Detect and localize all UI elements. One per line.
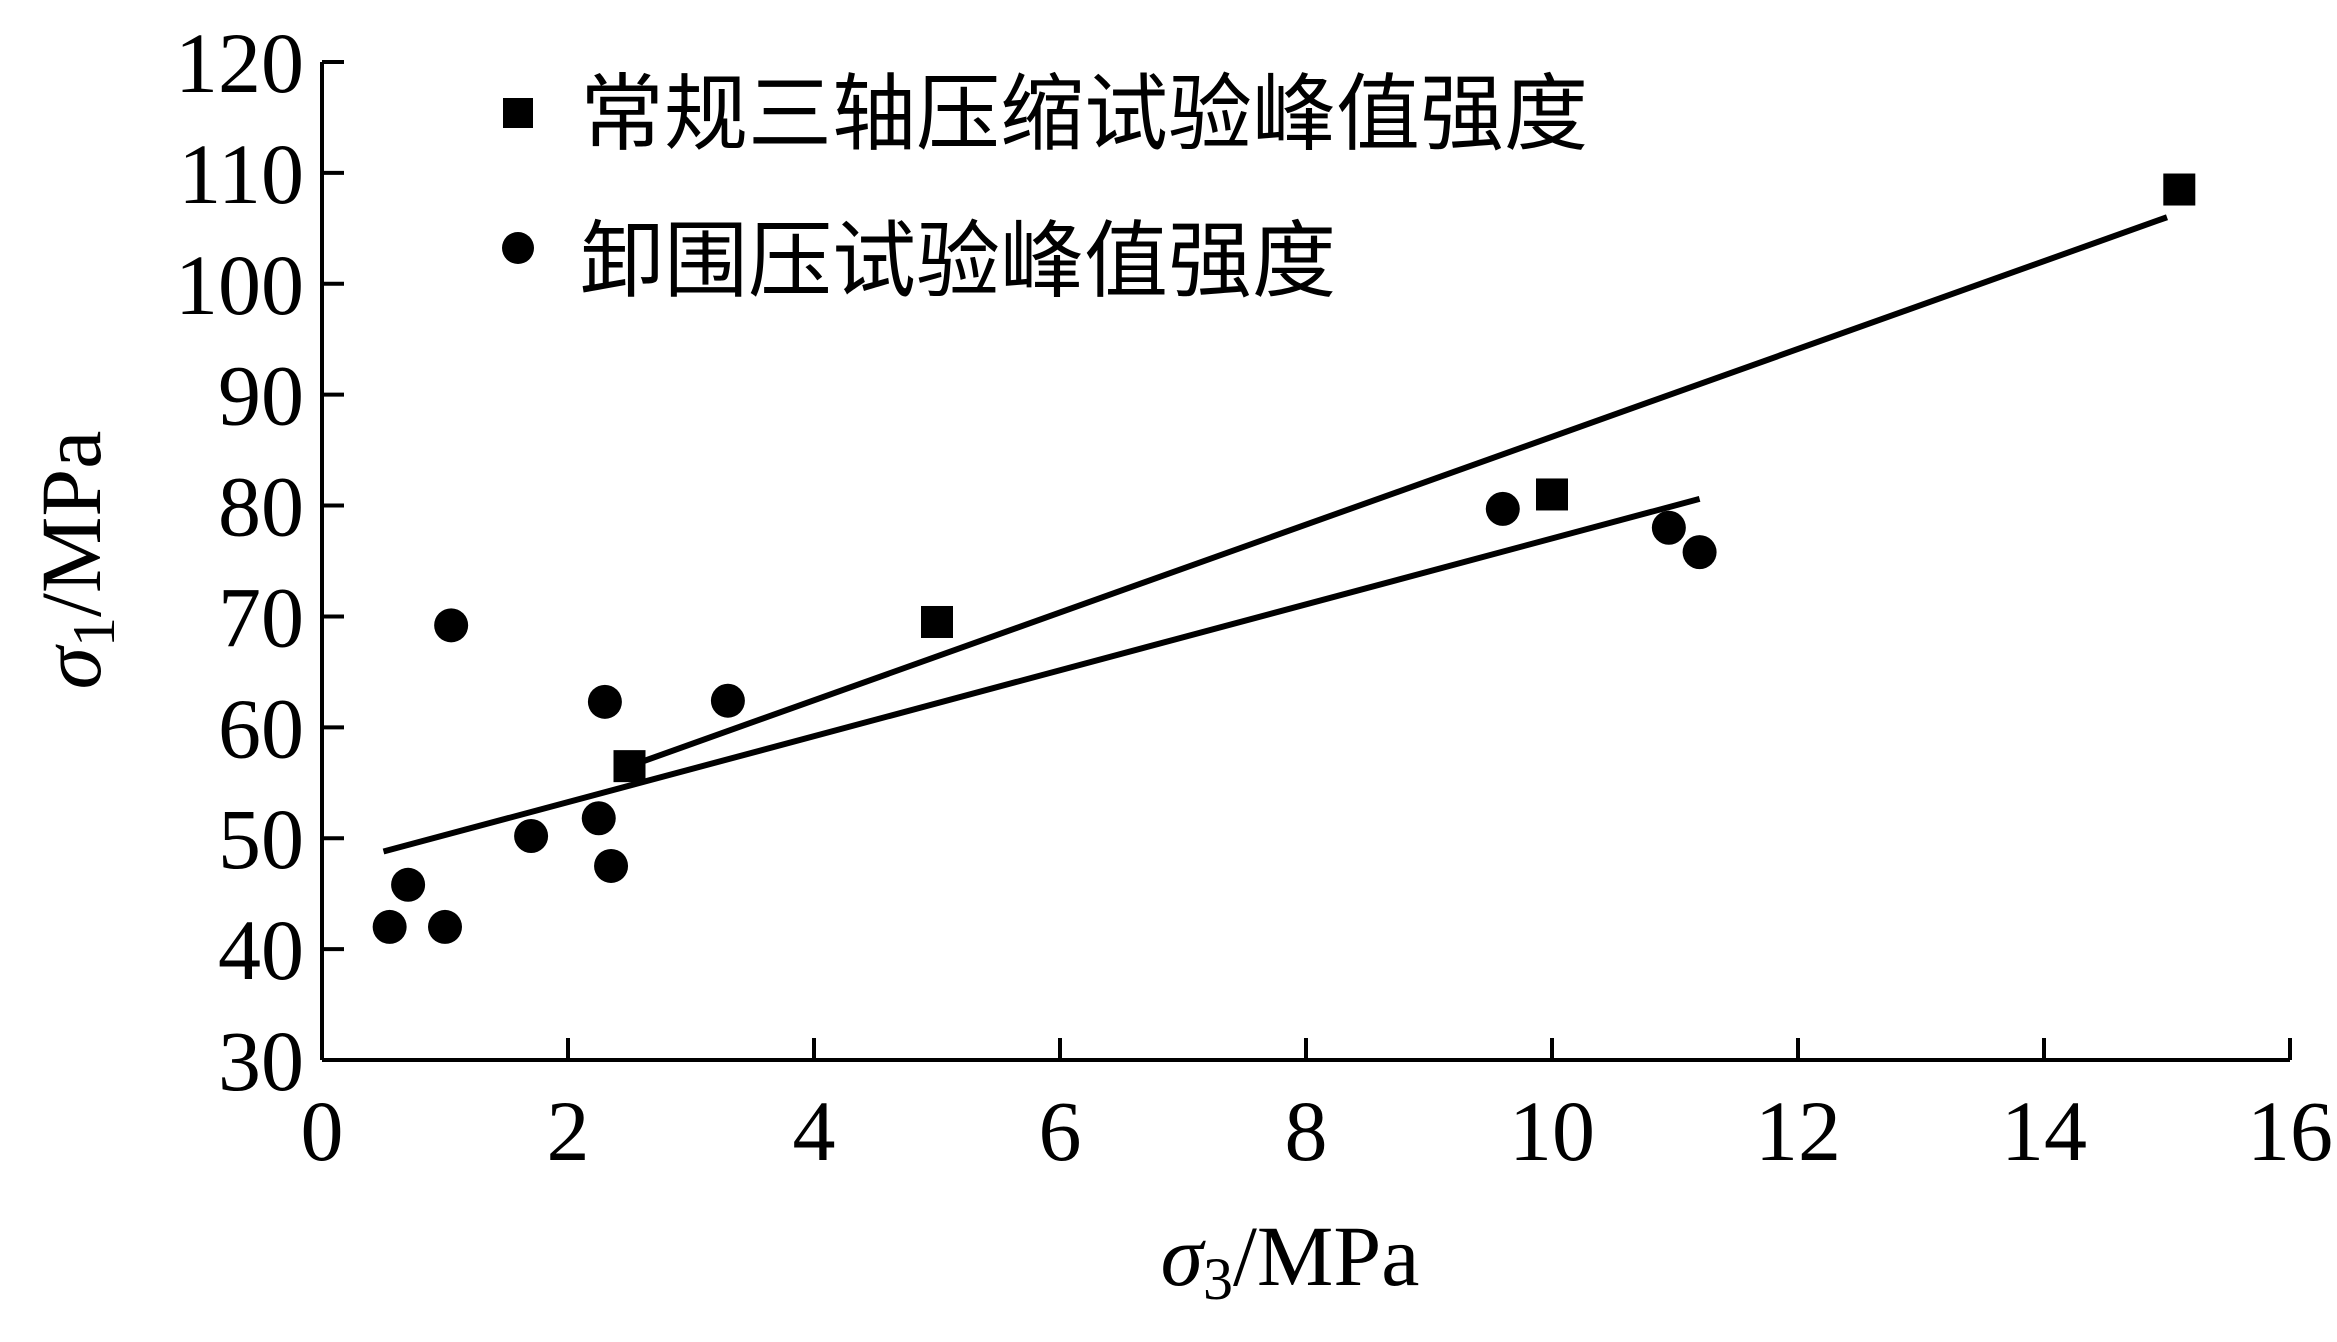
legend-label-unloading: 卸围压试验峰值强度 xyxy=(580,212,1336,310)
circle-point xyxy=(587,684,622,719)
y-tick-label: 120 xyxy=(175,15,304,111)
x-tick-label: 14 xyxy=(2001,1083,2087,1179)
circle-point xyxy=(372,909,407,944)
legend-label-triaxial: 常规三轴压缩试验峰值强度 xyxy=(580,65,1588,163)
square-point xyxy=(2163,173,2196,206)
x-tick-label: 16 xyxy=(2247,1083,2333,1179)
circle-point xyxy=(1682,535,1717,570)
fit-lines xyxy=(382,214,2169,855)
square-point xyxy=(921,605,953,638)
data-points xyxy=(372,173,2196,944)
square-point xyxy=(1536,478,1568,511)
x-tick-label: 2 xyxy=(547,1083,590,1179)
circle-point xyxy=(1485,491,1520,526)
x-tick-label: 4 xyxy=(793,1083,836,1179)
legend-circle-marker xyxy=(502,232,534,264)
fit-line-unloading xyxy=(382,496,1701,855)
circle-point xyxy=(1651,510,1686,545)
y-tick-label: 110 xyxy=(178,126,304,222)
legend-square-marker xyxy=(503,98,533,128)
circle-point xyxy=(594,848,629,883)
x-axis-ticks: 0 2 4 6 8 10 12 14 16 xyxy=(301,1038,2333,1179)
circle-point xyxy=(391,867,426,902)
circle-point xyxy=(434,608,469,643)
circle-point xyxy=(428,909,462,944)
legend: 常规三轴压缩试验峰值强度 卸围压试验峰值强度 xyxy=(502,65,1588,310)
x-tick-label: 12 xyxy=(1755,1083,1841,1179)
y-tick-label: 100 xyxy=(175,237,304,333)
circle-point xyxy=(514,819,549,854)
x-tick-label: 8 xyxy=(1285,1083,1328,1179)
y-tick-label: 50 xyxy=(218,791,304,887)
x-tick-label: 0 xyxy=(301,1083,344,1179)
y-tick-label: 90 xyxy=(218,348,304,444)
square-point xyxy=(613,750,646,783)
y-tick-label: 60 xyxy=(218,680,304,776)
circle-point xyxy=(581,801,616,836)
y-axis-label: σ1/MPa xyxy=(23,431,127,690)
x-tick-label: 6 xyxy=(1039,1083,1082,1179)
y-tick-label: 30 xyxy=(218,1013,304,1109)
y-tick-label: 80 xyxy=(218,459,304,555)
y-tick-label: 40 xyxy=(218,902,304,998)
circle-point xyxy=(710,683,745,718)
x-axis-label: σ3/MPa xyxy=(1161,1208,1420,1312)
y-axis-ticks: 30 40 50 60 70 80 90 100 110 120 xyxy=(175,15,344,1109)
y-tick-label: 70 xyxy=(218,569,304,665)
x-tick-label: 10 xyxy=(1509,1083,1595,1179)
fit-line-triaxial xyxy=(628,214,2169,769)
